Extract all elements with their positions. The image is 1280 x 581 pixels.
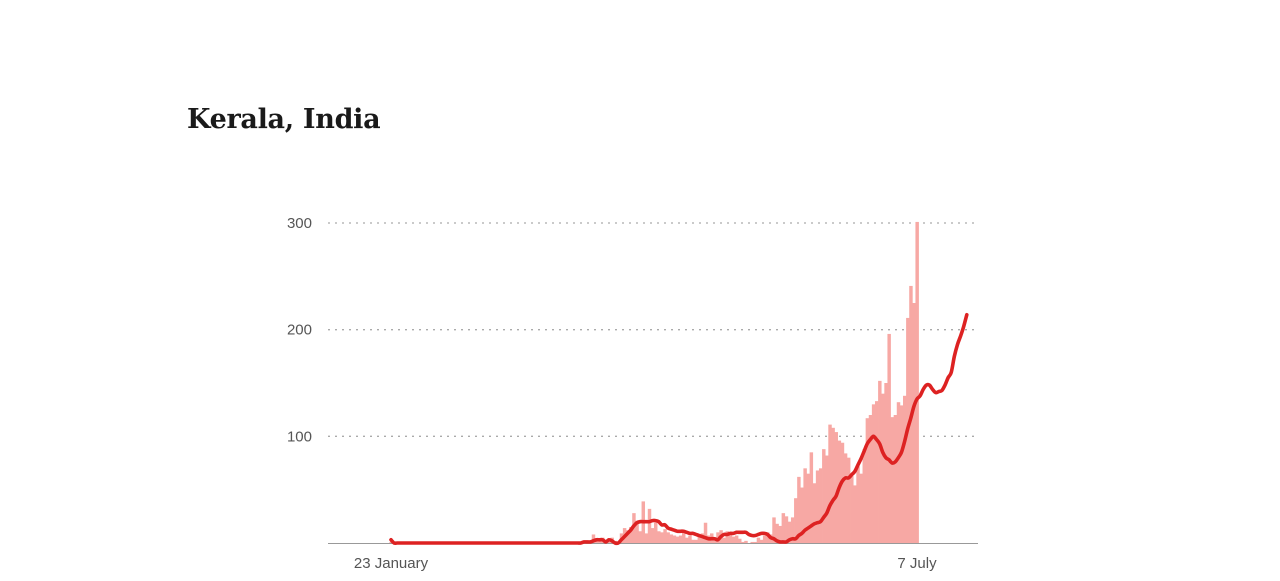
bar bbox=[728, 534, 733, 543]
bar bbox=[850, 475, 854, 543]
bar bbox=[644, 533, 649, 543]
bar bbox=[828, 424, 832, 543]
bar bbox=[688, 535, 692, 543]
bar bbox=[741, 541, 745, 543]
bar bbox=[678, 535, 683, 543]
bar bbox=[878, 380, 882, 543]
bar bbox=[744, 540, 748, 543]
daily-bars bbox=[389, 221, 919, 543]
bar bbox=[834, 432, 838, 543]
bar bbox=[734, 535, 739, 543]
bar bbox=[638, 531, 642, 543]
bar bbox=[725, 531, 730, 543]
bar bbox=[629, 527, 633, 543]
bar bbox=[915, 221, 919, 543]
bar bbox=[766, 532, 770, 543]
bar bbox=[884, 383, 888, 543]
bar bbox=[694, 539, 698, 543]
bar bbox=[731, 536, 736, 543]
bar bbox=[672, 535, 677, 543]
bar bbox=[722, 537, 726, 543]
bar bbox=[650, 528, 655, 543]
bar bbox=[697, 534, 702, 543]
bar bbox=[902, 395, 907, 543]
bar bbox=[812, 483, 817, 543]
bar bbox=[756, 537, 761, 543]
bar bbox=[772, 517, 776, 543]
bar bbox=[654, 522, 658, 543]
bar bbox=[784, 516, 789, 543]
bar bbox=[890, 417, 895, 543]
bar bbox=[750, 541, 754, 543]
bar bbox=[787, 521, 792, 543]
bar bbox=[899, 405, 904, 543]
bar bbox=[859, 473, 863, 543]
y-tick-label: 300 bbox=[287, 215, 312, 232]
bar bbox=[896, 402, 901, 543]
bar bbox=[840, 442, 845, 543]
bar bbox=[781, 513, 786, 543]
bar bbox=[862, 449, 866, 543]
bar bbox=[887, 333, 891, 543]
bar bbox=[607, 541, 611, 543]
bar bbox=[818, 468, 823, 543]
bar bbox=[738, 538, 742, 543]
bar bbox=[660, 532, 664, 543]
rolling-average-line bbox=[389, 312, 969, 546]
bar bbox=[597, 540, 602, 543]
bar bbox=[591, 534, 596, 543]
bar bbox=[846, 457, 851, 543]
x-tick-label-start: 23 January bbox=[354, 555, 429, 572]
bar bbox=[635, 520, 639, 543]
bar bbox=[682, 530, 686, 543]
bar bbox=[874, 401, 879, 543]
bar bbox=[675, 536, 680, 543]
bar bbox=[865, 418, 870, 543]
bar bbox=[753, 541, 758, 543]
bar bbox=[871, 404, 876, 543]
bar bbox=[912, 303, 916, 543]
bar bbox=[703, 522, 708, 543]
bar bbox=[868, 415, 873, 543]
bar bbox=[663, 529, 667, 543]
bar bbox=[691, 539, 695, 543]
bar bbox=[797, 476, 801, 543]
bar bbox=[856, 466, 860, 543]
bar bbox=[806, 473, 810, 543]
bar bbox=[815, 470, 820, 543]
bar bbox=[893, 415, 898, 543]
bar bbox=[809, 452, 814, 543]
bar bbox=[778, 525, 782, 543]
bar bbox=[790, 517, 795, 543]
bar bbox=[669, 534, 674, 543]
bar bbox=[803, 468, 807, 543]
bar bbox=[825, 455, 829, 543]
bar bbox=[657, 531, 661, 543]
bar bbox=[831, 427, 835, 543]
tick-labels: 100 200 300 23 January 7 July bbox=[287, 215, 937, 572]
bar bbox=[759, 539, 764, 543]
bar bbox=[843, 453, 848, 543]
y-tick-label: 100 bbox=[287, 428, 312, 445]
bar bbox=[794, 498, 798, 543]
bar bbox=[853, 485, 857, 543]
bar bbox=[625, 530, 630, 543]
chart-title: Kerala, India bbox=[187, 104, 381, 135]
bar bbox=[800, 487, 804, 543]
bar bbox=[666, 532, 670, 543]
x-tick-label-end: 7 July bbox=[897, 555, 937, 572]
bar bbox=[762, 535, 767, 543]
bar bbox=[881, 393, 885, 543]
y-tick-label: 200 bbox=[287, 322, 312, 339]
bar bbox=[822, 449, 826, 543]
bar bbox=[685, 537, 689, 543]
bar bbox=[775, 523, 779, 543]
bar bbox=[647, 508, 652, 543]
